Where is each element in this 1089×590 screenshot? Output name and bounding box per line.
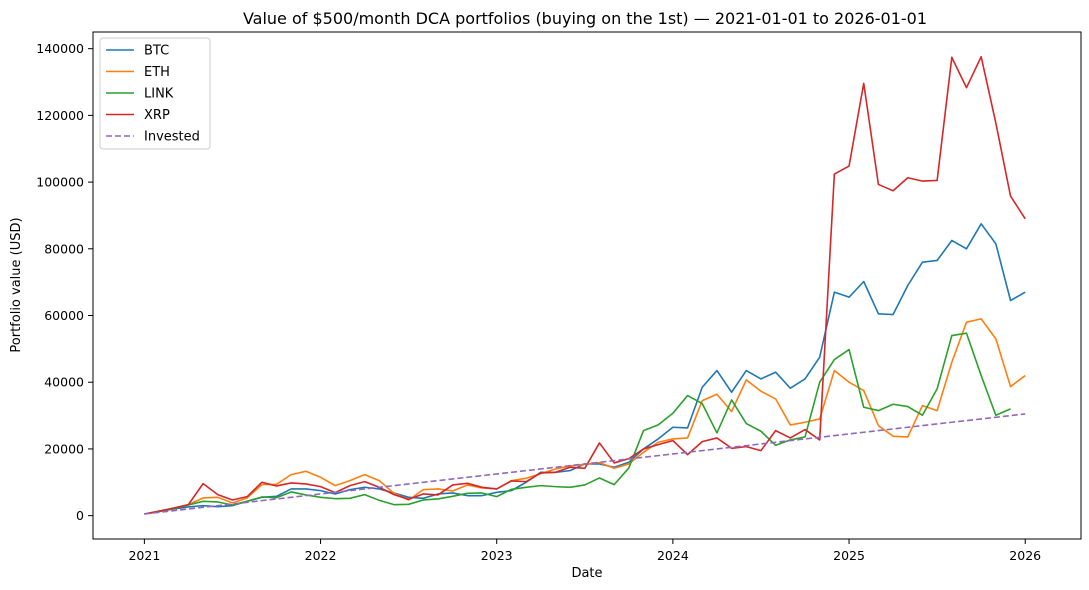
y-tick-label: 140000 [36, 41, 84, 56]
x-tick-label: 2021 [128, 548, 160, 563]
y-tick-label: 40000 [44, 375, 84, 390]
series-line-btc [144, 222, 1026, 515]
legend: BTC ETH LINK XRP Invested [99, 37, 211, 150]
legend-label-eth: ETH [144, 65, 170, 80]
x-tick-label: 2024 [657, 548, 689, 563]
y-axis-label: Portfolio value (USD) [9, 217, 24, 352]
chart-title: Value of $500/month DCA portfolios (buyi… [243, 9, 927, 28]
legend-label-xrp: XRP [144, 108, 170, 123]
series-line-invested [144, 413, 1026, 515]
legend-items: BTC ETH LINK XRP Invested [106, 44, 200, 145]
legend-label-btc: BTC [144, 44, 169, 59]
series-layer [144, 55, 1026, 515]
x-tick-label: 2023 [481, 548, 513, 563]
x-tick-label: 2026 [1009, 548, 1041, 563]
legend-label-invested: Invested [144, 130, 200, 145]
plot-area [92, 31, 1082, 540]
y-axis: 0 20000 40000 60000 80000 100000 120000 140000 [36, 41, 93, 523]
y-tick-label: 100000 [36, 175, 84, 190]
y-tick-label: 20000 [44, 441, 84, 456]
y-tick-label: 120000 [36, 108, 84, 123]
x-axis-label: Date [571, 566, 602, 581]
x-axis: 2021 2022 2023 2024 2025 2026 [128, 539, 1041, 563]
y-tick-label: 80000 [44, 241, 84, 256]
plot-frame [92, 31, 1082, 540]
series-line-xrp [144, 55, 1026, 515]
legend-label-link: LINK [144, 87, 174, 102]
y-tick-label: 0 [76, 508, 84, 523]
x-tick-label: 2025 [833, 548, 865, 563]
y-tick-label: 60000 [44, 308, 84, 323]
series-line-link [144, 332, 1011, 515]
x-tick-label: 2022 [305, 548, 337, 563]
legend-box [99, 37, 211, 150]
